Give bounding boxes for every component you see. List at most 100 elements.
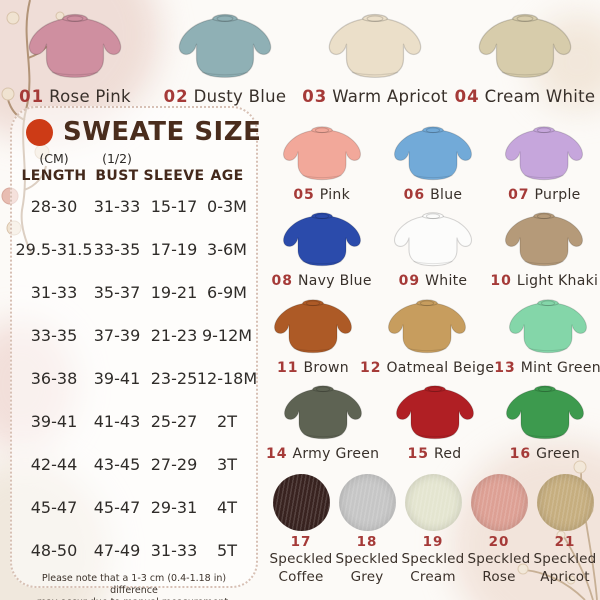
size-cell: 27-29 <box>150 455 198 474</box>
color-name: Red <box>434 446 462 462</box>
size-cell: 2T <box>217 412 237 431</box>
color-number: 16 <box>509 446 532 462</box>
sweater-image <box>322 10 428 86</box>
size-cell: 4T <box>217 498 237 517</box>
size-cell: 9-12M <box>201 326 253 345</box>
color-name-line-1: Speckled <box>467 551 531 567</box>
color-name: Green <box>536 446 581 462</box>
color-label: 04 Cream White <box>455 87 596 106</box>
sweater-image <box>386 123 480 187</box>
sweater-icon <box>388 298 467 353</box>
color-name: Army Green <box>292 446 380 462</box>
fabric-swatch-circle <box>272 474 330 531</box>
swatch-item-19: 19 Speckled Cream <box>400 472 466 586</box>
sweater-image <box>22 10 128 86</box>
sweater-icon <box>328 13 422 78</box>
size-cell: 47-49 <box>93 541 141 560</box>
sweater-icon <box>394 212 472 267</box>
size-cell: 28-30 <box>30 197 78 216</box>
sweater-icon <box>478 13 572 78</box>
color-name: Navy Blue <box>298 273 372 289</box>
color-item-11: 11 Brown <box>266 289 360 376</box>
size-table: 28-30 31-33 15-17 0-3M 29.5-31.5 33-35 17-19 3-… <box>15 185 257 572</box>
color-label: 10 Light Khaki <box>490 273 598 289</box>
size-cell: 37-39 <box>93 326 141 345</box>
sweater-icon <box>505 125 584 180</box>
size-cell: 31-33 <box>150 541 198 560</box>
measurement-note: Please note that a 1-3 cm (0.4-1.18 in) … <box>18 573 250 600</box>
size-cell: 3-6M <box>207 240 247 259</box>
sweater-icon <box>395 385 474 440</box>
color-name: Cream White <box>484 87 596 106</box>
size-cell: 39-41 <box>30 412 78 431</box>
color-item-06: 06 Blue <box>377 116 488 203</box>
column-header-length: LENGTH <box>21 167 87 184</box>
top-color-row: 01 Rose Pink 02 Dusty Blue 03 Warm Apricot 04 C… <box>0 4 600 106</box>
color-name-line-1: Speckled <box>335 551 399 567</box>
fabric-swatch-circle <box>404 474 462 531</box>
size-cell: 36-38 <box>30 369 78 388</box>
color-number: 13 <box>494 359 516 376</box>
sweater-icon <box>282 212 361 267</box>
size-cell: 33-35 <box>30 326 78 345</box>
color-label: 13 Mint Green <box>494 360 600 376</box>
size-cell: 39-41 <box>93 369 141 388</box>
fabric-swatch-circle <box>338 474 396 531</box>
color-grid-row: 14 Army Green 15 Red 16 Green <box>266 376 600 462</box>
size-cell: 31-33 <box>30 283 78 302</box>
color-number: 21 <box>554 534 576 550</box>
color-number: 11 <box>277 359 299 376</box>
color-item-07: 07 Purple <box>489 116 600 203</box>
color-name: Rose Pink <box>49 87 131 106</box>
color-grid-row: 08 Navy Blue 09 White 10 Light Khaki <box>266 203 600 289</box>
column-header-sleeve: SLEEVE <box>143 167 205 184</box>
color-name-line-2: Rose <box>482 568 516 585</box>
size-cell: 31-33 <box>93 197 141 216</box>
size-cell: 25-27 <box>150 412 198 431</box>
sweater-image <box>275 123 369 187</box>
size-cell: 41-43 <box>93 412 141 431</box>
sweater-image <box>380 296 474 360</box>
sweater-image <box>276 382 370 446</box>
color-number: 04 <box>454 87 480 106</box>
color-grid: 05 Pink 06 Blue 07 Purple 08 Navy Blue 09 White 10… <box>266 116 600 462</box>
color-grid-row: 05 Pink 06 Blue 07 Purple <box>266 116 600 203</box>
size-chart-panel: SWEATE SIZE (CM) (1/2) LENGTH BUST SLEEV… <box>10 106 261 600</box>
color-number: 09 <box>398 273 421 289</box>
size-cell: 6-9M <box>207 283 247 302</box>
color-item-05: 05 Pink <box>266 116 377 203</box>
color-number: 02 <box>163 87 189 106</box>
color-label: 14 Army Green <box>266 446 379 462</box>
color-number: 14 <box>266 446 288 462</box>
color-label: 03 Warm Apricot <box>302 87 448 106</box>
color-item-08: 08 Navy Blue <box>266 203 377 289</box>
color-name-line-1: Speckled <box>269 551 333 567</box>
sweater-image <box>501 296 595 360</box>
size-cell: 42-44 <box>30 455 78 474</box>
color-name-line-2: Coffee <box>278 568 324 585</box>
sweater-image <box>497 123 591 187</box>
color-number: 17 <box>290 534 312 550</box>
column-header-row: LENGTH BUST SLEEVE AGE <box>18 166 250 185</box>
color-name-line-2: Apricot <box>540 568 590 585</box>
size-cell: 0-3M <box>207 197 247 216</box>
color-label: 15 Red <box>408 446 462 462</box>
size-cell: 33-35 <box>93 240 141 259</box>
color-label: 11 Brown <box>277 360 349 376</box>
size-cell: 45-47 <box>30 498 78 517</box>
unit-cm: (CM) <box>39 151 69 166</box>
unit-row: (CM) (1/2) <box>18 151 250 166</box>
color-label: 02 Dusty Blue <box>164 87 287 106</box>
color-name: Blue <box>430 186 463 203</box>
swatch-item-18: 18 Speckled Grey <box>334 472 400 586</box>
color-item-10: 10 Light Khaki <box>489 203 600 289</box>
size-chart-header: SWEATE SIZE <box>26 116 261 148</box>
size-cell: 12-18M <box>196 369 258 388</box>
note-line-1: Please note that a 1-3 cm (0.4-1.18 in) … <box>41 573 227 597</box>
color-number: 03 <box>302 87 328 106</box>
color-number: 07 <box>508 186 530 203</box>
size-cell: 21-23 <box>150 326 198 345</box>
color-item-12: 12 Oatmeal Beige <box>360 289 494 376</box>
color-number: 20 <box>488 534 510 550</box>
color-label: 09 White <box>399 273 468 289</box>
